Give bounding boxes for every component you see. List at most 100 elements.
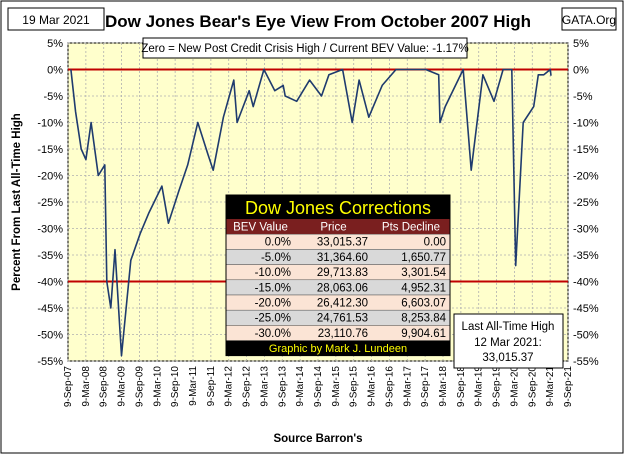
y-tick-label-right: -15% <box>573 144 599 156</box>
x-tick-label: 9-Sep-20 <box>527 366 538 408</box>
table-border <box>225 194 451 357</box>
x-tick-label: 9-Mar-10 <box>152 366 163 407</box>
x-tick-label: 9-Sep-15 <box>349 366 360 408</box>
x-tick-label: 9-Mar-15 <box>331 366 342 407</box>
y-tick-label-right: -10% <box>573 118 599 130</box>
table-title-bar <box>226 195 450 219</box>
last-high-line2: 12 Mar 2021: <box>474 337 542 349</box>
x-tick-label: 9-Sep-17 <box>420 366 431 408</box>
x-tick-label: 9-Mar-09 <box>117 366 128 407</box>
table-column-header: BEV Value <box>233 222 288 234</box>
x-tick-label: 9-Mar-19 <box>474 366 485 407</box>
x-tick-label: 9-Mar-18 <box>438 366 449 407</box>
series-layer <box>70 68 552 357</box>
y-tick-label-right: -25% <box>573 197 599 209</box>
table-cell: 8,253.84 <box>401 313 446 325</box>
y-tick-label-right: 5% <box>573 38 589 50</box>
x-tick-label: 9-Sep-08 <box>99 366 110 408</box>
source-site-badge: GATA.Org <box>561 7 617 31</box>
x-tick-label: 9-Mar-11 <box>188 366 199 406</box>
x-tick-label: 9-Sep-11 <box>206 366 217 407</box>
last-high-line3: 33,015.37 <box>482 352 533 364</box>
table-cell: 29,713.83 <box>317 267 368 279</box>
x-tick-label: 9-Sep-07 <box>63 366 74 408</box>
y-tick-label-left: 0% <box>47 65 63 77</box>
table-cell: 9,904.61 <box>401 328 446 340</box>
x-tick-label: 9-Sep-12 <box>242 366 253 408</box>
x-tick-label: 9-Mar-08 <box>81 366 92 407</box>
x-tick-label: 9-Sep-10 <box>170 366 181 408</box>
table-header-row <box>226 219 450 235</box>
y-tick-label-right: -45% <box>573 303 599 315</box>
table-title: Dow Jones Corrections <box>245 198 431 218</box>
table-cell: -5.0% <box>261 252 291 264</box>
y-tick-label-left: -20% <box>37 171 63 183</box>
x-axis-label: Source Barron's <box>273 433 362 445</box>
x-tick-label: 9-Sep-18 <box>456 366 467 408</box>
table-cell: 31,364.60 <box>317 252 368 264</box>
y-tick-label-right: -40% <box>573 277 599 289</box>
table-cell: 1,650.77 <box>401 252 446 264</box>
x-tick-label: 9-Mar-21 <box>545 366 556 407</box>
table-cell: 3,301.54 <box>401 267 446 279</box>
y-tick-label-left: -50% <box>37 330 63 342</box>
y-tick-label-right: 0% <box>573 65 589 77</box>
table-cell: -25.0% <box>255 313 291 325</box>
x-tick-label: 9-Mar-14 <box>295 366 306 407</box>
y-tick-label-left: -5% <box>43 91 63 103</box>
table-footer: Graphic by Mark J. Lundeen <box>269 343 407 355</box>
table-cell: -30.0% <box>255 328 291 340</box>
table-cell: -10.0% <box>255 267 291 279</box>
x-tick-label: 9-Mar-16 <box>367 366 378 407</box>
x-tick-label: 9-Sep-13 <box>277 366 288 408</box>
table-cell: -20.0% <box>255 298 291 310</box>
x-tick-label: 9-Sep-21 <box>563 366 574 408</box>
table-cell: 28,063.06 <box>317 282 368 294</box>
table-cell: 0.0% <box>265 237 291 249</box>
table-cell: 4,952.31 <box>401 282 446 294</box>
x-tick-label: 9-Sep-16 <box>384 366 395 408</box>
table-cell: 24,761.53 <box>317 313 368 325</box>
x-tick-label: 9-Mar-17 <box>402 366 413 407</box>
y-tick-label-left: -45% <box>37 303 63 315</box>
table-footer-bar <box>226 340 450 356</box>
table-cell: 23,110.76 <box>318 328 368 340</box>
y-axis-label: Percent From Last All-Time High <box>11 113 23 291</box>
y-tick-label-left: -15% <box>37 144 63 156</box>
series-line <box>70 68 552 357</box>
x-tick-label: 9-Sep-14 <box>313 366 324 408</box>
y-tick-label-left: -40% <box>37 277 63 289</box>
y-tick-label-right: -55% <box>573 356 599 368</box>
note-text: Zero = New Post Credit Crisis High / Cur… <box>141 43 468 55</box>
y-tick-label-left: -25% <box>37 197 63 209</box>
x-tick-label: 9-Mar-20 <box>509 366 520 407</box>
x-tick-label: 9-Mar-13 <box>259 366 270 407</box>
x-axis: 9-Sep-07 9-Mar-08 9-Sep-08 9-Mar-09 9-Sep-09… <box>63 366 574 408</box>
source-site-text: GATA.Org <box>562 13 616 27</box>
y-tick-label-left: -55% <box>37 356 63 368</box>
table-cell: 6,603.07 <box>401 298 446 310</box>
date-stamp: 19 Mar 2021 <box>7 7 105 31</box>
date-text: 19 Mar 2021 <box>22 13 90 27</box>
table-cell: -15.0% <box>255 282 291 294</box>
y-tick-label-right: -35% <box>573 250 599 262</box>
note-box: Zero = New Post Credit Crisis High / Cur… <box>141 37 469 59</box>
y-tick-label-left: -35% <box>37 250 63 262</box>
corrections-table: Dow Jones Corrections BEV Value Price Pts D… <box>225 194 451 357</box>
table-column-header: Price <box>320 222 346 234</box>
y-tick-label-right: -50% <box>573 330 599 342</box>
last-high-box: Last All-Time High 12 Mar 2021: 33,015.3… <box>453 313 564 369</box>
last-high-line1: Last All-Time High <box>462 321 555 333</box>
x-tick-label: 9-Sep-09 <box>134 366 145 408</box>
y-tick-label-left: -10% <box>37 118 63 130</box>
y-tick-label-right: -20% <box>573 171 599 183</box>
chart-title: Dow Jones Bear's Eye View From October 2… <box>105 12 531 31</box>
table-cell: 0.00 <box>424 237 446 249</box>
x-tick-label: 9-Mar-12 <box>224 366 235 407</box>
y-tick-label-left: -30% <box>37 224 63 236</box>
y-axis-right: 5% 0% -5% -10% -15% -20% -25% -30% -35% -40% -45% -… <box>573 38 599 368</box>
table-column-header: Pts Decline <box>382 222 440 234</box>
y-tick-label-right: -5% <box>573 91 593 103</box>
